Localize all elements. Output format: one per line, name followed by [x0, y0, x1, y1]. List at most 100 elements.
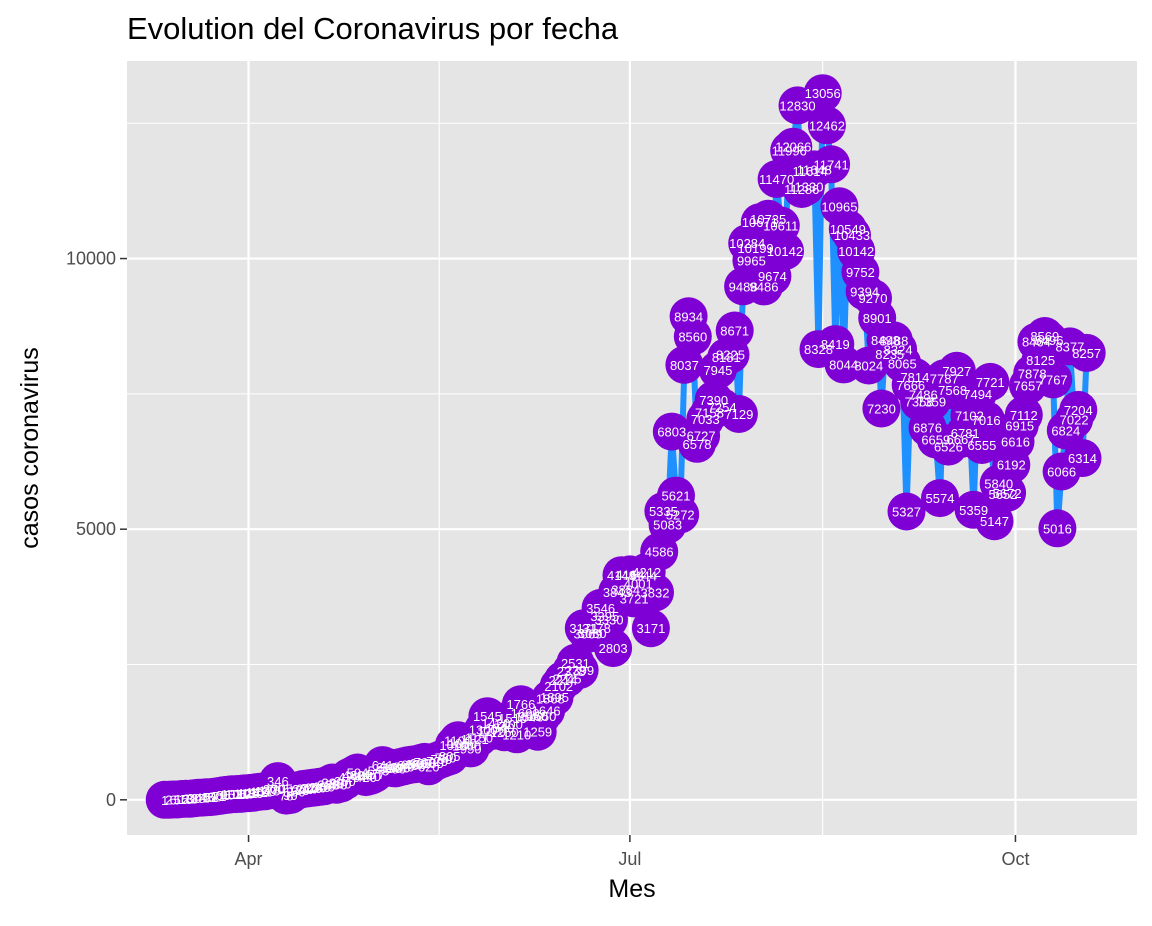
data-label: 7568: [938, 383, 967, 398]
data-label: 8901: [863, 311, 892, 326]
data-point: [1059, 390, 1098, 429]
data-label: 280: [326, 778, 348, 793]
data-label: 6727: [687, 429, 716, 444]
data-label: 10549: [830, 222, 866, 237]
y-tick-label: 0: [106, 790, 116, 810]
data-label: 7359: [917, 395, 946, 410]
data-label: 175: [259, 783, 281, 798]
data-label: 8496: [1035, 333, 1064, 348]
data-label: 1895: [540, 690, 569, 705]
data-label: 1270: [477, 724, 506, 739]
data-label: 1150: [465, 731, 493, 746]
data-point: [766, 231, 804, 270]
data-label: 9674: [758, 269, 787, 284]
data-label: 6192: [997, 458, 1026, 473]
data-label: 10142: [767, 244, 803, 259]
data-label: 250: [313, 779, 335, 794]
data-label: 7945: [703, 363, 732, 378]
data-label: 8419: [821, 337, 850, 352]
data-label: 805: [439, 749, 461, 764]
data-point: [803, 74, 842, 113]
series-labels: 1265151821303841485160718595103105110118…: [161, 86, 1101, 808]
data-label: 4001: [624, 576, 653, 591]
data-point: [967, 401, 1006, 440]
data-label: 6781: [951, 426, 980, 441]
data-label: 6555: [967, 438, 996, 453]
data-label: 10284: [729, 236, 765, 251]
data-label: 620: [393, 759, 415, 774]
data-label: 6616: [1001, 435, 1030, 450]
data-label: 7878: [1018, 366, 1047, 381]
chart-title: Evolution del Coronavirus por fecha: [127, 11, 619, 46]
data-label: 10735: [750, 212, 786, 227]
data-label: 7390: [699, 393, 728, 408]
data-label: 8377: [1055, 339, 1084, 354]
data-label: 641: [372, 758, 394, 773]
data-label: 610: [376, 760, 398, 775]
data-label: 7657: [1014, 378, 1043, 393]
data-label: 8125: [1026, 353, 1055, 368]
data-label: 7927: [942, 364, 971, 379]
data-label: 11286: [784, 182, 819, 197]
data-label: 680: [422, 756, 444, 771]
data-label: 1420: [481, 716, 510, 731]
data-label: 12066: [775, 140, 811, 155]
data-label: 5574: [926, 491, 955, 506]
data-label: 1560: [519, 708, 548, 723]
data-label: 130: [242, 786, 264, 801]
data-label: 5147: [980, 514, 1009, 529]
data-label: 1550: [527, 709, 556, 724]
data-label: 7230: [867, 402, 896, 417]
data-label: 95: [220, 788, 234, 803]
data-label: 7022: [1060, 413, 1089, 428]
data-label: 6578: [683, 437, 712, 452]
data-label: 6824: [1051, 424, 1080, 439]
data-label: 4212: [632, 565, 661, 580]
data-label: 200: [292, 782, 314, 797]
data-label: 3171: [636, 621, 665, 636]
data-label: 7814: [900, 370, 929, 385]
data-label: 1868: [536, 692, 565, 707]
data-label: 3395: [590, 609, 619, 624]
data-label: 7033: [691, 412, 720, 427]
data-label: 5359: [959, 503, 988, 518]
data-label: 8324: [884, 342, 913, 357]
data-label: 21: [183, 792, 197, 807]
data-label: 12830: [779, 98, 815, 113]
data-point: [673, 317, 712, 356]
data-label: 8569: [1030, 329, 1059, 344]
data-label: 7494: [963, 387, 992, 402]
data-label: 1646: [532, 704, 561, 719]
data-label: 2102: [544, 679, 573, 694]
data-label: 151: [250, 785, 272, 800]
data-label: 460: [342, 768, 364, 783]
data-label: 1: [161, 793, 168, 808]
x-axis-title: Mes: [608, 875, 655, 903]
data-label: 3546: [586, 601, 615, 616]
data-label: 11330: [788, 180, 823, 195]
data-label: 8934: [674, 309, 703, 324]
x-tick-label: Oct: [1001, 849, 1029, 869]
data-label: 9752: [846, 265, 875, 280]
data-label: 10433: [834, 228, 870, 243]
data-label: 13056: [805, 86, 841, 101]
data-label: 11470: [759, 172, 794, 187]
x-tick-label: Apr: [235, 849, 263, 869]
data-label: 680: [410, 756, 432, 771]
data-label: 8257: [1072, 346, 1101, 361]
data-label: 440: [359, 769, 381, 784]
data-label: 950: [460, 741, 482, 756]
data-label: 545: [368, 763, 390, 778]
data-label: 2399: [565, 663, 594, 678]
data-point: [1034, 360, 1073, 399]
data-label: 6803: [657, 425, 686, 440]
data-label: 7486: [909, 388, 938, 403]
data-label: 650: [401, 758, 423, 773]
data-point: [988, 473, 1027, 512]
data-label: 1050: [448, 736, 477, 751]
x-tick-label: Jul: [618, 849, 641, 869]
data-label: 105: [225, 787, 247, 802]
data-label: 103: [221, 787, 243, 802]
data-point: [862, 389, 901, 428]
data-label: 11614: [793, 164, 828, 179]
